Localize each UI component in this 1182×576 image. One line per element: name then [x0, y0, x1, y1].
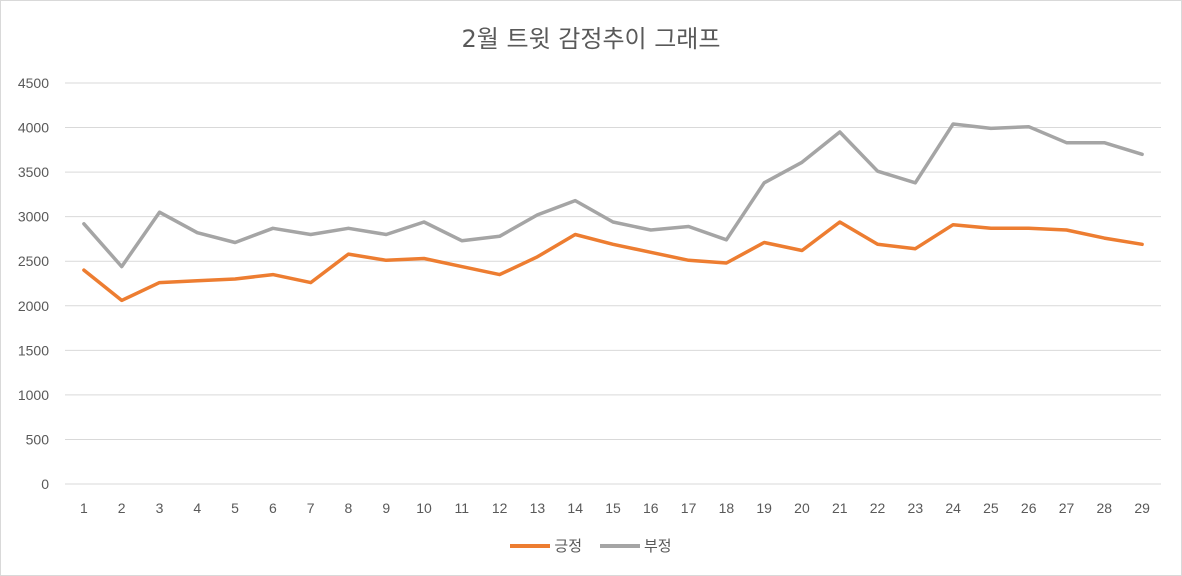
x-tick-label: 14: [567, 500, 583, 516]
x-tick-label: 9: [382, 500, 390, 516]
series-lines: [82, 122, 1144, 303]
x-tick-label: 8: [345, 500, 353, 516]
y-tick-label: 4000: [18, 120, 49, 136]
x-tick-label: 27: [1059, 500, 1075, 516]
x-tick-label: 22: [870, 500, 886, 516]
legend-item-positive[interactable]: 긍정: [510, 535, 582, 556]
x-tick-label: 4: [193, 500, 201, 516]
y-tick-label: 1000: [18, 387, 49, 403]
chart-title: 2월 트윗 감정추이 그래프: [461, 25, 721, 53]
legend-swatch-positive: [510, 543, 551, 548]
x-tick-label: 19: [756, 500, 772, 516]
legend: 긍정 부정: [1, 535, 1181, 556]
y-tick-label: 3500: [18, 164, 49, 180]
x-tick-label: 2: [118, 500, 126, 516]
legend-item-negative[interactable]: 부정: [600, 535, 672, 556]
y-tick-label: 3000: [18, 209, 49, 225]
x-tick-label: 3: [156, 500, 164, 516]
x-tick-label: 21: [832, 500, 848, 516]
y-tick-label: 0: [41, 476, 49, 492]
x-tick-label: 20: [794, 500, 810, 516]
x-tick-label: 18: [719, 500, 735, 516]
x-tick-label: 23: [908, 500, 924, 516]
x-tick-label: 25: [983, 500, 999, 516]
y-tick-label: 2000: [18, 298, 49, 314]
y-tick-label: 1500: [18, 342, 49, 358]
legend-label-negative: 부정: [644, 537, 672, 555]
x-axis-ticks: 1 2 3 4 5 6 7 8 9 10 11 12 13 14 15 16 17 18 19 20 21 22 23 24 2…: [80, 500, 1150, 516]
x-tick-label: 11: [455, 500, 470, 516]
series-line-negative[interactable]: [82, 122, 1144, 269]
x-tick-label: 6: [269, 500, 277, 516]
x-tick-label: 1: [80, 500, 88, 516]
y-tick-label: 2500: [18, 253, 49, 269]
series-line-positive[interactable]: [82, 220, 1144, 303]
x-tick-label: 16: [643, 500, 659, 516]
y-axis-ticks: 0 500 1000 1500 2000 2500 3000 3500 4000 4500: [18, 75, 49, 492]
x-tick-label: 28: [1097, 500, 1113, 516]
x-tick-label: 24: [945, 500, 961, 516]
x-tick-label: 29: [1134, 500, 1150, 516]
x-tick-label: 12: [492, 500, 508, 516]
x-tick-label: 13: [530, 500, 546, 516]
x-tick-label: 17: [681, 500, 697, 516]
x-tick-label: 26: [1021, 500, 1037, 516]
legend-swatch-negative: [600, 543, 640, 548]
gridlines: [65, 82, 1161, 485]
x-tick-label: 15: [605, 500, 621, 516]
y-tick-label: 4500: [18, 75, 49, 91]
x-tick-label: 5: [231, 500, 239, 516]
y-tick-label: 500: [26, 431, 50, 447]
x-tick-label: 7: [307, 500, 315, 516]
legend-label-positive: 긍정: [554, 537, 582, 555]
x-tick-label: 10: [416, 500, 432, 516]
